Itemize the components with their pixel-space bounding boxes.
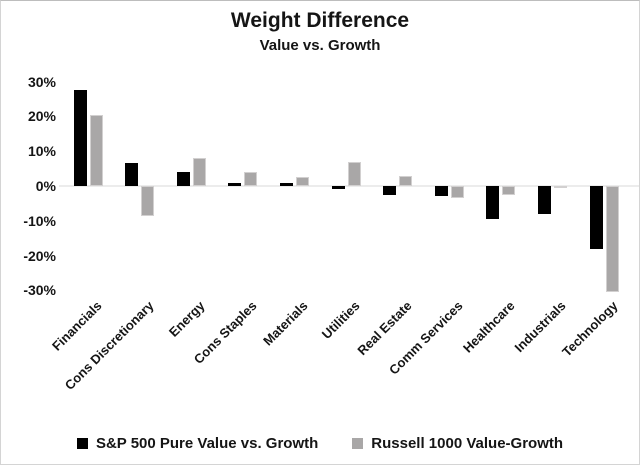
bar-sp500-utilities — [331, 186, 345, 190]
x-category-label: Financials — [49, 298, 105, 354]
bar-sp500-cons-discretionary — [125, 163, 139, 186]
y-tick-label: -30% — [23, 282, 56, 299]
x-category-label: Energy — [166, 298, 208, 340]
bar-sp500-cons-staples — [228, 182, 242, 186]
bar-russell-technology — [605, 186, 619, 293]
y-tick-label: -10% — [23, 212, 56, 229]
bar-russell-utilities — [347, 161, 361, 186]
legend-swatch-black — [76, 438, 88, 449]
y-tick-label: 0% — [35, 178, 56, 194]
bar-russell-financials — [89, 114, 103, 186]
y-tick-label: 30% — [27, 73, 56, 90]
bar-russell-cons-discretionary — [141, 186, 155, 216]
chart-subtitle: Value vs. Growth — [259, 37, 381, 54]
x-category-label: Cons Discretionary — [61, 298, 157, 393]
bar-russell-comm-services — [450, 186, 464, 199]
legend-item-russell: Russell 1000 Value-Growth — [352, 435, 563, 452]
bar-sp500-comm-services — [434, 186, 448, 197]
bar-russell-healthcare — [502, 186, 516, 195]
bar-sp500-energy — [176, 172, 190, 186]
y-tick-label: 20% — [27, 108, 56, 125]
bar-russell-energy — [192, 158, 206, 186]
legend: S&P 500 Pure Value vs. Growth Russell 10… — [1, 435, 639, 452]
y-tick-label: -20% — [23, 247, 56, 264]
legend-item-sp500: S&P 500 Pure Value vs. Growth — [76, 435, 319, 452]
legend-swatch-gray — [352, 438, 364, 449]
bar-russell-cons-staples — [244, 172, 258, 186]
x-category-label: Technology — [559, 298, 621, 360]
bar-russell-industrials — [553, 186, 567, 188]
x-category-label: Materials — [260, 298, 311, 349]
zero-axis-line — [59, 185, 639, 187]
bar-sp500-materials — [279, 182, 293, 186]
bar-russell-materials — [295, 177, 309, 186]
bar-russell-real-estate — [399, 175, 413, 186]
x-category-label: Healthcare — [459, 298, 518, 356]
legend-label-sp500: S&P 500 Pure Value vs. Growth — [95, 435, 319, 452]
chart-title: Weight Difference — [230, 9, 410, 32]
bar-sp500-real-estate — [383, 186, 397, 195]
bar-sp500-financials — [73, 90, 87, 186]
bar-sp500-healthcare — [486, 186, 500, 220]
legend-label-russell: Russell 1000 Value-Growth — [371, 435, 564, 452]
x-category-label: Utilities — [318, 298, 363, 342]
bar-sp500-technology — [589, 186, 603, 249]
y-tick-label: 10% — [27, 143, 56, 160]
bar-sp500-industrials — [537, 186, 551, 214]
